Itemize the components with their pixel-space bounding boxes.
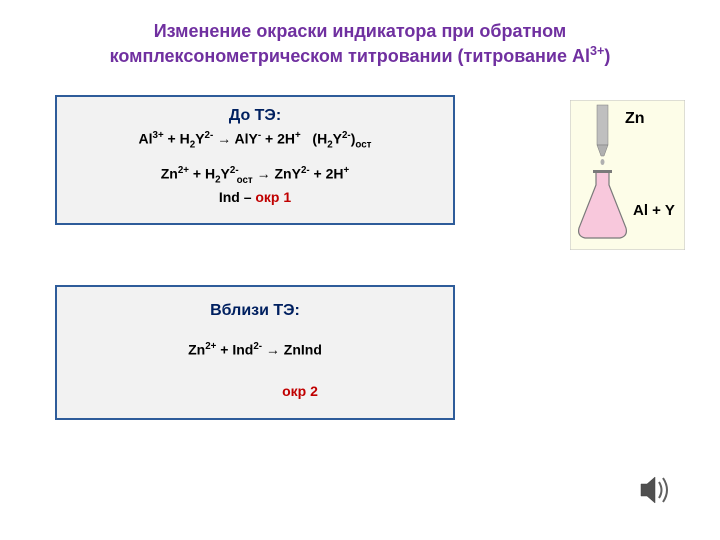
flask-label: Al + Y [633, 202, 675, 219]
box1-ind-line: Ind – окр 1 [72, 189, 438, 205]
spacer [72, 324, 438, 338]
box2-title: Вблизи ТЭ: [72, 302, 438, 320]
title-line2-post: ) [604, 46, 610, 66]
title-line1: Изменение окраски индикатора при обратно… [154, 21, 567, 41]
box1-reaction2: Zn2+ + H2Y2-ост → ZnY2- + 2H+ [72, 164, 438, 187]
titration-diagram: Zn Al + Y [570, 100, 685, 250]
okr2: окр 2 [282, 383, 318, 399]
ind-pre: Ind – [219, 189, 256, 205]
box1-reaction1: Al3+ + H2Y2- → AlY- + 2H+ (H2Y2-)ост [72, 129, 438, 152]
spacer [72, 154, 438, 162]
title-line2-pre: комплексонометрическом титровании (титро… [110, 46, 590, 66]
zn-label: Zn [625, 110, 645, 127]
box1-title: До ТЭ: [72, 107, 438, 125]
title-sup: 3+ [590, 44, 604, 58]
box2-reaction: Zn2+ + Ind2- → ZnInd [72, 340, 438, 360]
near-eq-point-box: Вблизи ТЭ: Zn2+ + Ind2- → ZnInd окр 2 [55, 285, 455, 420]
before-eq-point-box: До ТЭ: Al3+ + H2Y2- → AlY- + 2H+ (H2Y2-)… [55, 95, 455, 225]
spacer [72, 362, 438, 380]
slide-title: Изменение окраски индикатора при обратно… [0, 0, 720, 79]
box2-okr-line: окр 2 [72, 382, 438, 402]
ind-okr1: окр 1 [255, 189, 291, 205]
burette-icon [597, 105, 608, 145]
flask-neck-icon [593, 170, 612, 173]
drop-icon [601, 159, 605, 165]
audio-icon[interactable] [635, 470, 675, 510]
